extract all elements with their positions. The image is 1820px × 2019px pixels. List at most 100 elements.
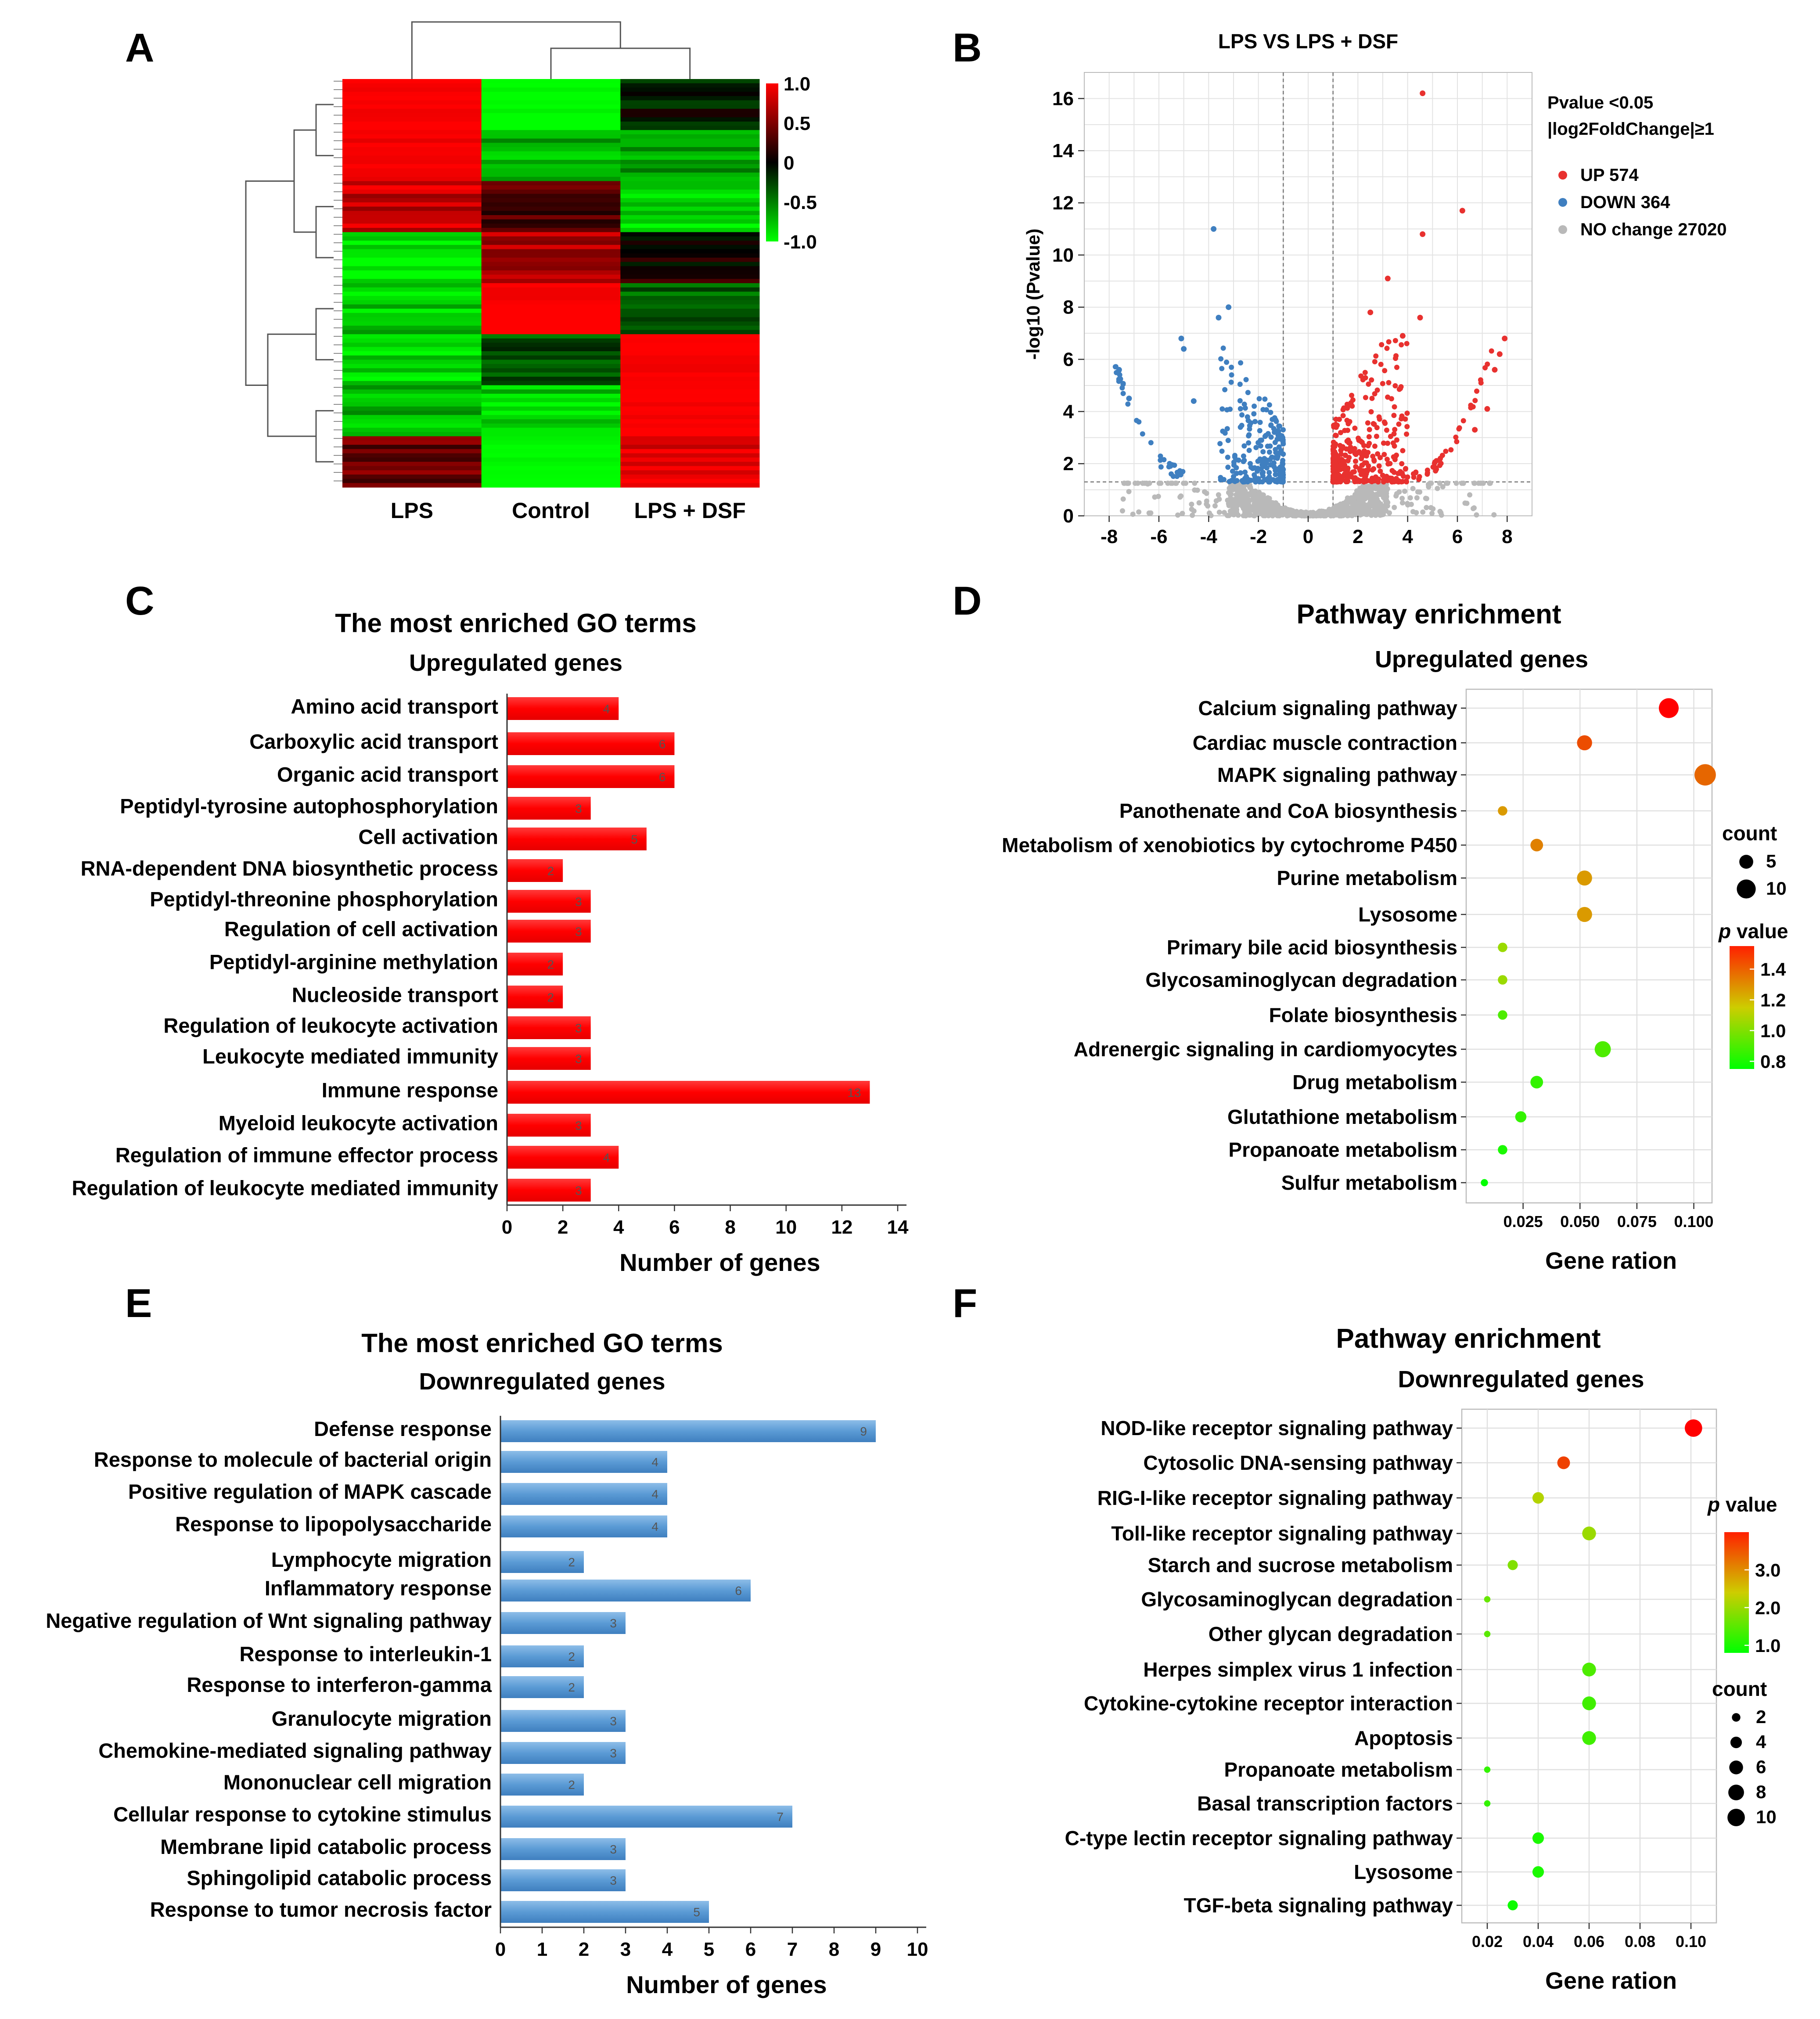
volcano-point-down xyxy=(1225,438,1231,443)
category-label: Response to interferon-gamma xyxy=(187,1673,492,1696)
volcano-point-down xyxy=(1239,412,1245,418)
heatmap-cell xyxy=(342,173,482,177)
heatmap-cell xyxy=(481,292,621,296)
bar-value-label: 2 xyxy=(568,1778,575,1792)
volcano-point-down xyxy=(1237,398,1243,403)
volcano-point-up xyxy=(1437,463,1442,468)
volcano-point-up xyxy=(1424,468,1430,473)
color-legend-bar xyxy=(1724,1532,1749,1653)
category-label: Regulation of leukocyte activation xyxy=(163,1014,498,1037)
volcano-point-up xyxy=(1362,474,1368,480)
volcano-point-nochange xyxy=(1415,489,1421,495)
heatmap-cell xyxy=(620,202,760,207)
pathway-label: Propanoate metabolism xyxy=(1229,1138,1457,1161)
dot-plot-subtitle: Upregulated genes xyxy=(1375,646,1588,673)
volcano-point-nochange xyxy=(1122,480,1127,486)
volcano-point-nochange xyxy=(1399,496,1405,501)
heatmap-cell xyxy=(342,321,482,326)
pathway-label: Cytosolic DNA-sensing pathway xyxy=(1144,1451,1453,1474)
volcano-point-up xyxy=(1472,427,1478,433)
volcano-point-nochange xyxy=(1177,494,1183,500)
pathway-label: C-type lectin receptor signaling pathway xyxy=(1065,1827,1453,1850)
heatmap-cell xyxy=(620,279,760,284)
bar-x-tick-label: 7 xyxy=(787,1939,798,1960)
volcano-point-up xyxy=(1342,452,1348,458)
heatmap-cell xyxy=(481,461,621,467)
volcano-point-up xyxy=(1404,431,1410,437)
volcano-point-nochange xyxy=(1381,504,1386,509)
heatmap-cell xyxy=(481,381,621,386)
dot-x-tick-label: 0.06 xyxy=(1574,1933,1604,1951)
heatmap-cell xyxy=(342,292,482,296)
volcano-point-nochange xyxy=(1360,485,1366,490)
volcano-legend-header: Pvalue <0.05 xyxy=(1547,93,1653,112)
heatmap-cell xyxy=(342,419,482,424)
category-label: Response to tumor necrosis factor xyxy=(150,1898,492,1921)
heatmap-cell xyxy=(481,117,621,122)
heatmap-cell xyxy=(342,330,482,335)
heatmap-cell xyxy=(620,87,760,92)
volcano-point-up xyxy=(1393,476,1399,482)
category-label: Cell activation xyxy=(358,825,498,848)
bar xyxy=(507,1047,591,1070)
heatmap-cell xyxy=(481,266,621,271)
heatmap-cell xyxy=(342,368,482,373)
category-label: Granulocyte migration xyxy=(272,1707,492,1730)
heatmap-cell xyxy=(620,249,760,254)
heatmap-cell xyxy=(342,147,482,152)
heatmap-cell xyxy=(342,92,482,97)
bar-chart-title: The most enriched GO terms xyxy=(335,608,697,638)
heatmap-cell xyxy=(342,202,482,207)
volcano-point-up xyxy=(1345,465,1351,471)
bar-x-tick-label: 12 xyxy=(831,1216,852,1238)
volcano-point-down xyxy=(1247,423,1252,428)
volcano-point-up xyxy=(1369,396,1375,401)
bar-x-tick-label: 0 xyxy=(495,1939,506,1960)
color-legend-title-italic: p xyxy=(1718,920,1731,943)
heatmap-cell xyxy=(342,249,482,254)
heatmap-cell xyxy=(620,364,760,369)
bar-value-label: 3 xyxy=(575,1119,582,1132)
volcano-point-nochange xyxy=(1227,497,1233,502)
volcano-point-up xyxy=(1399,461,1405,467)
heatmap-cell xyxy=(481,389,621,394)
volcano-point-up xyxy=(1345,458,1351,464)
heatmap-cell xyxy=(481,143,621,148)
volcano-point-nochange xyxy=(1190,512,1195,518)
volcano-point-down xyxy=(1272,439,1278,445)
volcano-point-down xyxy=(1280,460,1285,466)
heatmap-cell xyxy=(481,108,621,114)
volcano-point-nochange xyxy=(1322,511,1328,516)
size-legend-dot xyxy=(1739,855,1753,869)
heatmap-cell xyxy=(481,372,621,377)
size-legend-label: 2 xyxy=(1756,1706,1766,1727)
category-label: Regulation of leukocyte mediated immunit… xyxy=(72,1176,499,1199)
heatmap-cell xyxy=(342,211,482,216)
bar xyxy=(507,953,563,975)
heatmap-cell xyxy=(481,355,621,360)
heatmap-cell xyxy=(620,347,760,352)
heatmap-cell xyxy=(620,457,760,462)
heatmap-cell xyxy=(481,470,621,475)
volcano-x-tick-label: -6 xyxy=(1150,526,1167,547)
heatmap-cell xyxy=(342,100,482,105)
pathway-dot xyxy=(1577,735,1592,751)
volcano-point-nochange xyxy=(1147,480,1152,486)
heatmap-cell xyxy=(481,134,621,139)
heatmap-cell xyxy=(342,113,482,118)
volcano-point-nochange xyxy=(1228,487,1234,493)
volcano-point-up xyxy=(1381,419,1387,425)
heatmap-cell xyxy=(620,270,760,275)
heatmap-cell xyxy=(620,330,760,335)
heatmap-cell xyxy=(620,206,760,211)
volcano-point-up xyxy=(1404,424,1410,429)
pathway-label: Cardiac muscle contraction xyxy=(1193,731,1457,754)
pathway-label: Glycosaminoglycan degradation xyxy=(1145,968,1457,991)
volcano-y-tick-label: 16 xyxy=(1052,88,1074,109)
volcano-point-nochange xyxy=(1130,511,1136,517)
volcano-point-nochange xyxy=(1462,500,1468,506)
volcano-point-nochange xyxy=(1453,480,1459,486)
volcano-point-down xyxy=(1268,410,1273,415)
heatmap-cell xyxy=(620,168,760,173)
heatmap-cell xyxy=(481,176,621,182)
